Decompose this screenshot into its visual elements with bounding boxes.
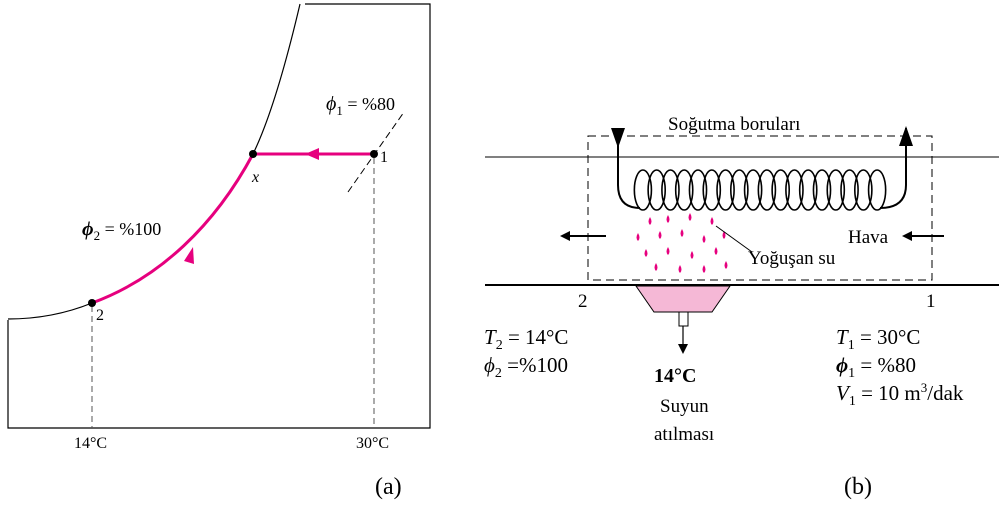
drain-pipe	[679, 312, 688, 326]
condensate-drop	[637, 233, 640, 241]
temp-label-30c: 30°C	[356, 435, 389, 452]
cooling-coil	[634, 170, 885, 210]
label-point-2: 2	[96, 307, 104, 324]
condensate-drop	[725, 261, 728, 269]
condensate-drop	[667, 215, 670, 223]
label-point-x: x	[251, 169, 259, 186]
saturation-curve-lower	[8, 303, 92, 319]
air-label: Hava	[848, 227, 889, 248]
state-1-temperature: T1 = 30°C	[836, 325, 920, 353]
state-point-2	[88, 299, 96, 307]
temp-label-14c: 14°C	[74, 435, 107, 452]
station-1-label: 1	[926, 291, 936, 312]
drain-label-line1: Suyun	[660, 396, 709, 417]
condensate-drop	[655, 263, 658, 271]
condensate-trough	[636, 286, 730, 312]
panel-a-caption: (a)	[375, 474, 402, 500]
drain-temperature: 14°C	[654, 365, 696, 387]
condensate-leader	[716, 226, 752, 252]
phi2-label: ϕ2 = %100	[82, 218, 161, 243]
condensate-drops	[637, 213, 728, 273]
condensate-drop	[659, 231, 662, 239]
condensate-drop	[679, 265, 682, 273]
panel-b-caption: (b)	[844, 474, 872, 500]
label-point-1: 1	[380, 149, 388, 166]
state-2-humidity: ϕ2 =%100	[484, 353, 568, 381]
state-point-x	[249, 150, 257, 158]
chart-frame	[8, 4, 430, 428]
condensate-label: Yoğuşan su	[748, 248, 836, 269]
condensate-drop	[715, 247, 718, 255]
condensate-drop	[645, 249, 648, 257]
condensate-drop	[691, 251, 694, 259]
condensate-drop	[711, 217, 714, 225]
flowrate-dot: ˙	[838, 367, 845, 389]
condensate-drop	[667, 247, 670, 255]
saturation-curve-upper	[253, 4, 300, 154]
coil-inlet-pipe	[618, 130, 640, 208]
station-2-label: 2	[578, 291, 588, 312]
condensate-drop	[681, 229, 684, 237]
panel-a-psychrometric-chart: 1 x 2 ϕ1 = %80 ϕ2 = %100 14°C 30°C (a)	[7, 2, 430, 500]
coil-label: Soğutma boruları	[668, 114, 800, 135]
process-arrow-curve	[184, 247, 194, 264]
condensate-drop	[703, 235, 706, 243]
coil-inlet-arrow	[611, 128, 625, 148]
state-1-humidity: ϕ1 = %80	[836, 353, 916, 381]
condensate-drop	[703, 265, 706, 273]
condensate-drop	[689, 213, 692, 221]
condensate-drop	[649, 217, 652, 225]
state-1-flowrate: V1 = 10 m3/dak	[836, 380, 964, 409]
panel-b-cooling-section: Soğutma boruları Hava Yoğuşan su 2 1 T2 …	[484, 114, 999, 500]
state-point-1	[370, 150, 378, 158]
process-arrow-horizontal	[305, 148, 319, 160]
state-2-temperature: T2 = 14°C	[484, 325, 568, 353]
drain-label-line2: atılması	[654, 424, 714, 445]
phi1-label: ϕ1 = %80	[326, 93, 395, 118]
